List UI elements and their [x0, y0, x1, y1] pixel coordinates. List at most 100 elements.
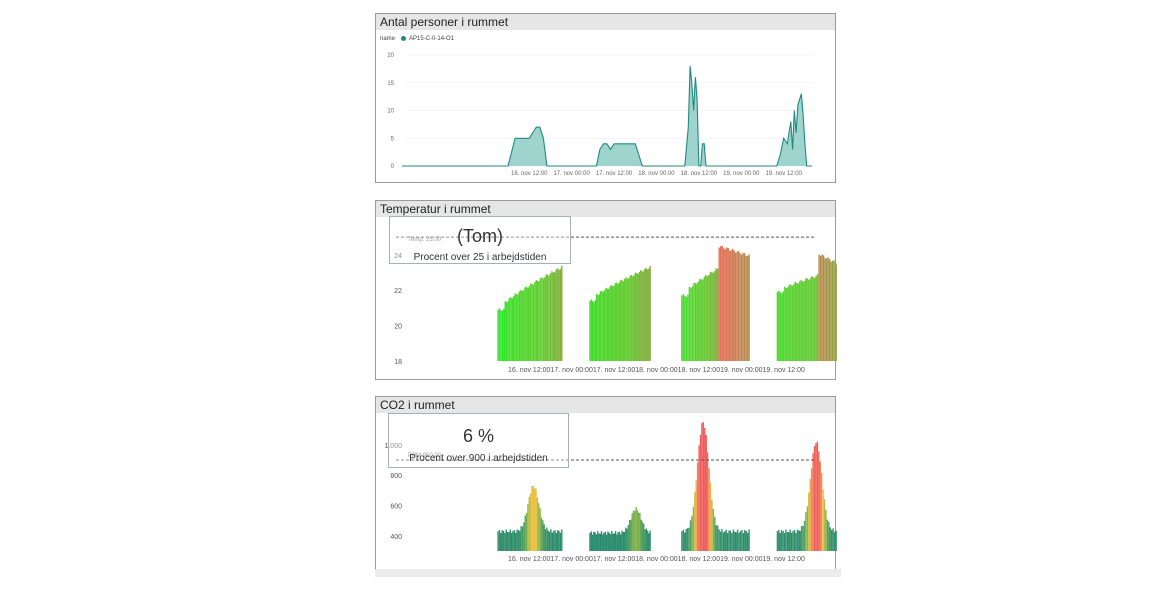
- co2-bar: [508, 532, 510, 551]
- co2-bar: [498, 529, 501, 551]
- co2-bar: [539, 508, 541, 551]
- co2-bar: [734, 531, 736, 551]
- temp-bar: [706, 276, 708, 361]
- co2-bar: [780, 530, 783, 551]
- temp-bar: [548, 275, 550, 361]
- x-tick-label: 16. nov 12:00: [508, 367, 551, 374]
- temp-bar: [497, 309, 499, 361]
- x-tick-label: 19. nov 12:00: [763, 556, 806, 563]
- temp-bar: [685, 296, 688, 361]
- co2-bar: [793, 530, 796, 551]
- x-tick-label: 17. nov 12:00: [596, 171, 633, 177]
- temp-bar: [778, 290, 780, 361]
- co2-bar: [724, 531, 726, 551]
- temp-bar: [610, 284, 613, 361]
- temp-bar: [538, 281, 540, 361]
- y-tick-label: 800: [390, 473, 402, 480]
- x-tick-label: 16. nov 12:00: [508, 556, 551, 563]
- x-tick-label: 19. nov 12:00: [763, 367, 806, 374]
- co2-bar: [721, 529, 723, 551]
- co2-bar: [835, 531, 837, 551]
- temp-bar: [537, 281, 539, 361]
- x-tick-label: 19. nov 00:00: [720, 556, 763, 563]
- temp-bar: [776, 292, 779, 361]
- temp-bar: [748, 254, 750, 361]
- co2-bar: [820, 472, 823, 551]
- co2-bar: [618, 531, 621, 551]
- temp-bar: [531, 284, 533, 361]
- temp-bar: [503, 309, 505, 361]
- legend-title: name: [380, 36, 396, 43]
- temp-bar: [802, 281, 804, 361]
- co2-bar: [698, 445, 700, 551]
- temp-bar: [805, 278, 807, 361]
- temp-bar: [814, 277, 816, 361]
- co2-bar: [629, 520, 631, 551]
- temp-bar: [821, 254, 823, 361]
- temp-bar: [714, 271, 716, 361]
- temp-bar: [505, 302, 508, 361]
- co2-bar: [614, 531, 617, 551]
- co2-bar: [540, 517, 543, 551]
- temp-chart-title: Temperatur i rummet: [376, 201, 835, 217]
- co2-bar: [812, 453, 814, 551]
- co2-bar: [627, 525, 630, 551]
- temp-bar: [645, 268, 647, 361]
- temp-bar: [596, 293, 598, 361]
- co2-bar: [609, 534, 612, 551]
- co2-bar: [645, 528, 647, 551]
- co2-bar: [501, 530, 503, 551]
- temp-bar: [816, 274, 819, 361]
- co2-bar: [502, 530, 505, 551]
- co2-bar: [641, 521, 644, 551]
- co2-kpi-card: 6 % Procent over 900 i arbejdstiden: [388, 413, 569, 468]
- co2-bar: [561, 529, 563, 551]
- temp-bar: [827, 257, 829, 361]
- temp-bar: [699, 278, 701, 361]
- temp-bar: [554, 272, 556, 361]
- temp-bar: [797, 283, 799, 361]
- co2-bar: [559, 532, 562, 551]
- temp-bar: [734, 252, 737, 361]
- temp-bar: [528, 286, 530, 361]
- temp-bar: [696, 283, 698, 361]
- co2-bar: [716, 525, 719, 551]
- co2-bar: [709, 482, 712, 551]
- co2-bar: [604, 531, 607, 551]
- x-tick-label: 18. nov 00:00: [638, 171, 675, 177]
- temp-bar: [498, 308, 501, 361]
- co2-bar: [779, 533, 781, 551]
- co2-bar: [546, 527, 548, 551]
- temp-bar: [511, 298, 513, 361]
- co2-bar: [819, 461, 821, 551]
- co2-bar: [603, 532, 605, 551]
- temp-bar: [622, 281, 625, 361]
- temp-bar: [809, 278, 811, 361]
- temp-bar: [796, 283, 798, 361]
- temp-bar: [634, 272, 637, 361]
- x-tick-label: 18. nov 00:00: [635, 367, 678, 374]
- co2-bar: [694, 492, 696, 551]
- temp-bar: [527, 287, 529, 361]
- x-tick-label: 17. nov 00:00: [550, 556, 593, 563]
- co2-bar: [701, 423, 703, 551]
- co2-bar: [524, 515, 526, 551]
- co2-bar: [692, 507, 695, 551]
- temp-bar: [593, 302, 595, 361]
- x-tick-label: 17. nov 12:00: [593, 556, 636, 563]
- x-tick-label: 18. nov 12:00: [678, 556, 721, 563]
- co2-bar: [631, 513, 633, 551]
- co2-bar: [795, 532, 797, 551]
- co2-bar: [722, 532, 725, 551]
- temp-bar: [800, 279, 802, 361]
- co2-bar: [517, 530, 520, 551]
- co2-bar: [728, 530, 730, 551]
- temp-bar: [642, 271, 645, 361]
- temp-bar: [787, 287, 789, 361]
- co2-bar: [621, 530, 623, 551]
- co2-bar: [528, 496, 530, 551]
- co2-bar: [712, 508, 715, 551]
- temp-bar: [510, 297, 512, 361]
- temp-bar: [525, 286, 528, 361]
- temp-bar: [513, 296, 515, 361]
